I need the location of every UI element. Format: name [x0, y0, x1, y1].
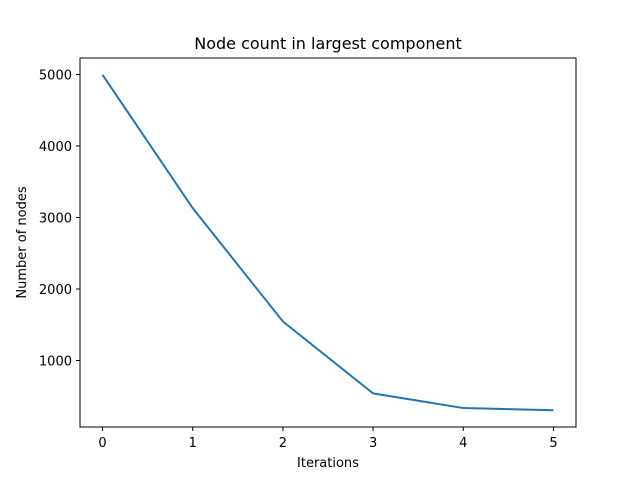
- x-tick-label: 2: [279, 436, 287, 451]
- y-axis-label: Number of nodes: [15, 186, 30, 298]
- x-tick-label: 4: [459, 436, 467, 451]
- y-tick-label: 1000: [39, 354, 72, 369]
- y-tick-label: 4000: [39, 140, 72, 155]
- axes-frame: [79, 57, 577, 428]
- y-tick-label: 3000: [39, 211, 72, 226]
- y-tick-label: 5000: [39, 68, 72, 83]
- x-axis: 0 1 2 3 4 5: [98, 427, 558, 451]
- chart-title: Node count in largest component: [194, 34, 462, 53]
- y-tick-label: 2000: [39, 283, 72, 298]
- x-tick-label: 5: [549, 436, 557, 451]
- series-line: [101, 74, 554, 412]
- x-tick-label: 3: [369, 436, 377, 451]
- x-tick-label: 0: [98, 436, 106, 451]
- plot-area: [101, 74, 554, 412]
- x-tick-label: 1: [189, 436, 197, 451]
- x-axis-label: Iterations: [297, 456, 359, 471]
- y-axis: 1000 2000 3000 4000 5000: [39, 68, 80, 369]
